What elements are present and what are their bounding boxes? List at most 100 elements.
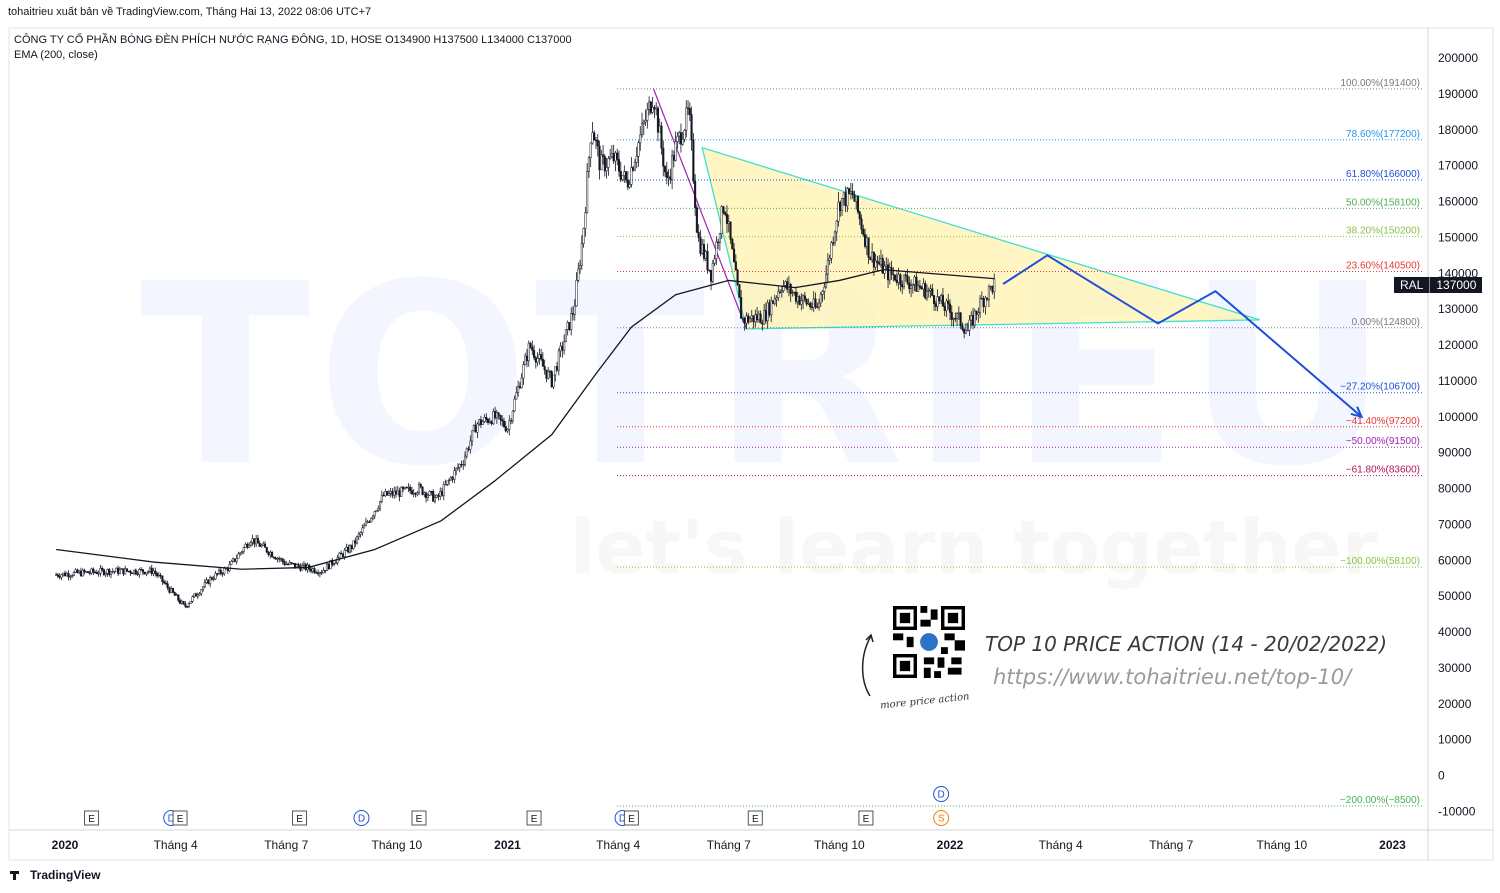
candle-body [127,570,130,573]
candle-body [791,292,794,294]
candle-body [713,258,716,264]
candle-body [531,346,534,351]
earnings-marker-label: E [752,814,759,825]
candle-body [448,479,451,482]
candle-body [936,296,939,307]
candle-body [361,527,364,533]
earnings-marker [411,810,427,826]
candle-body [929,288,932,291]
candle-body [419,484,422,488]
candle-body [117,567,120,574]
candle-body [871,251,874,261]
tradingview-logo[interactable]: TradingView [10,868,100,882]
candle-body [637,142,640,157]
candle-body [214,573,217,580]
candle-body [830,242,833,259]
qr-code-icon[interactable] [893,606,965,678]
candle-body [129,570,132,574]
candle-body [860,218,863,230]
candle-body [196,594,199,597]
candle-body [295,564,298,568]
candle-body [704,251,707,259]
candle-body [278,557,281,560]
candle-body [260,544,263,547]
candle-body [403,486,406,490]
candle-body [495,412,498,419]
candle-body [444,484,447,486]
candle-body [895,279,898,283]
candle-body [194,593,198,597]
candle-body [140,569,143,571]
candle-body [796,296,799,302]
candle-body [964,330,967,334]
candle-body [499,414,502,420]
candle-body [966,329,969,332]
candle-body [911,283,914,286]
candle-body [614,152,617,162]
candle-body [430,491,433,493]
candle-body [853,194,856,202]
candle-body [311,568,314,572]
fib-level-label: −100.00%(58100) [1340,556,1420,567]
candle-body [343,550,346,557]
promo-link[interactable]: https://www.tohaitrieu.net/top-10/ [993,665,1352,689]
candle-body [97,573,100,575]
candle-body [800,300,803,305]
candle-body [138,569,141,575]
candle-body [219,569,222,574]
candle-body [170,588,173,593]
candle-body [695,207,698,233]
candle-body [596,139,599,147]
last-price-tag: RAL 137000 [1394,277,1483,293]
candle-body [95,572,98,574]
candle-body [784,281,787,286]
candle-body [354,540,357,544]
candle-body [92,568,95,573]
candle-body [683,129,686,140]
candle-body [478,419,481,425]
candle-body [718,233,721,243]
watermark-tagline: let's learn together [570,505,1378,591]
candle-body [433,497,436,502]
candle-body [833,231,837,244]
candle-body [423,492,426,495]
y-tick-label: 100000 [1438,410,1478,424]
candle-body [327,563,330,570]
y-tick-label: 200000 [1438,51,1478,65]
candle-body [715,241,718,260]
candle-body [888,267,891,281]
candle-body [743,318,746,324]
candle-body [740,297,743,319]
candle-body [490,421,493,425]
candle-body [449,477,452,481]
candle-body [667,176,670,179]
candle-body [402,487,405,490]
candle-body [702,244,706,259]
candle-body [356,536,359,544]
candle-body [825,273,828,288]
dividend-marker [353,810,370,826]
candle-body [179,600,182,604]
fib-level-label: 38.20%(150200) [1346,226,1420,237]
candle-body [527,343,530,362]
candle-body [748,318,752,323]
candle-body [62,572,65,576]
candle-body [807,303,810,305]
candle-body [467,448,470,450]
candle-body [984,297,987,308]
candle-body [488,421,491,423]
candle-body [122,568,125,575]
candle-body [699,237,702,254]
candle-body [442,484,445,496]
candle-body [817,302,821,308]
candle-body [543,366,546,371]
candle-body [856,196,860,213]
candle-body [501,419,504,422]
candle-body [828,258,831,261]
candle-body [131,572,134,575]
candle-body [676,135,679,142]
candle-body [837,201,840,222]
candle-body [334,562,337,565]
x-tick-label: 2022 [937,838,964,852]
